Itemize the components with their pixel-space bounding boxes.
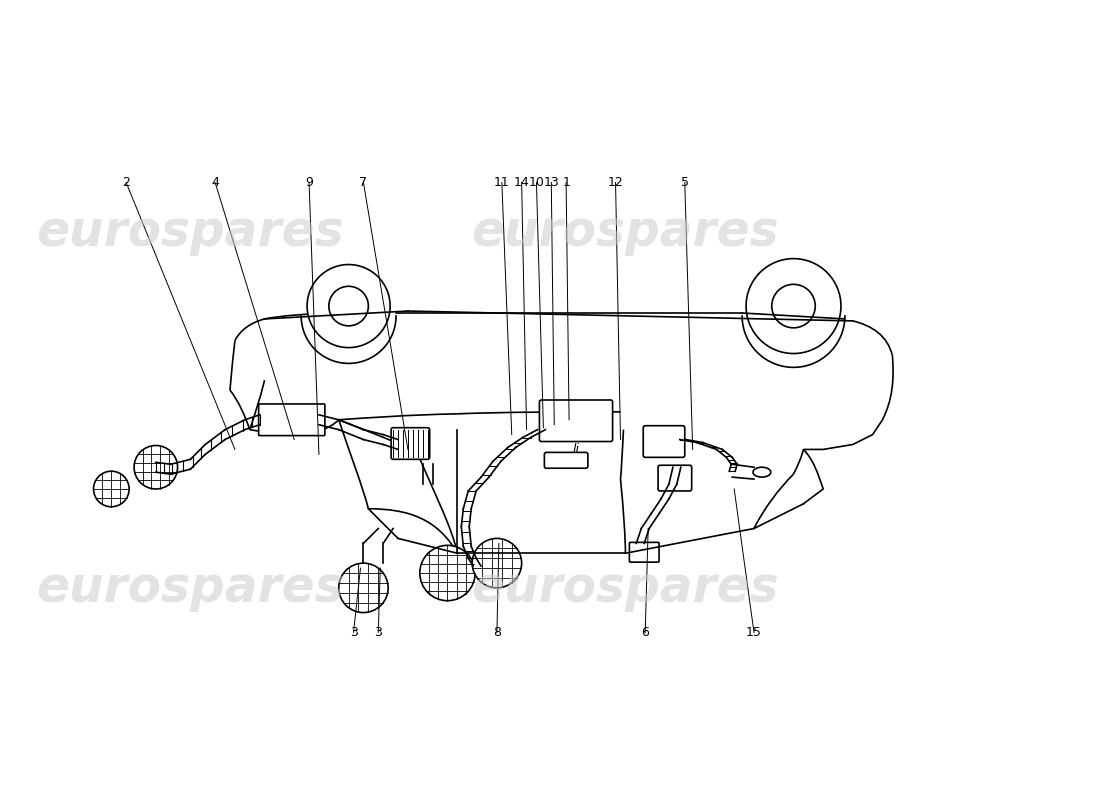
Text: 8: 8 — [493, 626, 500, 639]
Text: 3: 3 — [350, 626, 358, 639]
FancyBboxPatch shape — [258, 404, 324, 435]
Text: 1: 1 — [562, 176, 570, 189]
Text: 5: 5 — [681, 176, 689, 189]
Text: 15: 15 — [746, 626, 762, 639]
Text: li: li — [572, 443, 580, 456]
Text: 2: 2 — [122, 176, 130, 189]
Text: eurospares: eurospares — [472, 564, 779, 612]
FancyBboxPatch shape — [658, 466, 692, 491]
FancyBboxPatch shape — [392, 428, 430, 459]
Circle shape — [339, 563, 388, 613]
Text: eurospares: eurospares — [472, 208, 779, 256]
FancyBboxPatch shape — [644, 426, 685, 458]
Circle shape — [772, 284, 815, 328]
Text: eurospares: eurospares — [36, 564, 344, 612]
Circle shape — [94, 471, 129, 506]
Text: 4: 4 — [211, 176, 219, 189]
Circle shape — [307, 265, 390, 348]
Text: 9: 9 — [305, 176, 314, 189]
Ellipse shape — [754, 467, 771, 477]
Circle shape — [472, 538, 521, 588]
Text: 6: 6 — [641, 626, 649, 639]
FancyBboxPatch shape — [629, 542, 659, 562]
FancyBboxPatch shape — [539, 400, 613, 442]
Text: 11: 11 — [494, 176, 509, 189]
Text: 7: 7 — [360, 176, 367, 189]
Text: 12: 12 — [607, 176, 624, 189]
Text: 3: 3 — [374, 626, 382, 639]
Text: 13: 13 — [543, 176, 559, 189]
Text: eurospares: eurospares — [36, 208, 344, 256]
Circle shape — [746, 258, 842, 354]
Text: 14: 14 — [514, 176, 529, 189]
Circle shape — [134, 446, 177, 489]
Circle shape — [420, 546, 475, 601]
FancyBboxPatch shape — [544, 452, 587, 468]
Circle shape — [329, 286, 368, 326]
Text: 10: 10 — [528, 176, 544, 189]
